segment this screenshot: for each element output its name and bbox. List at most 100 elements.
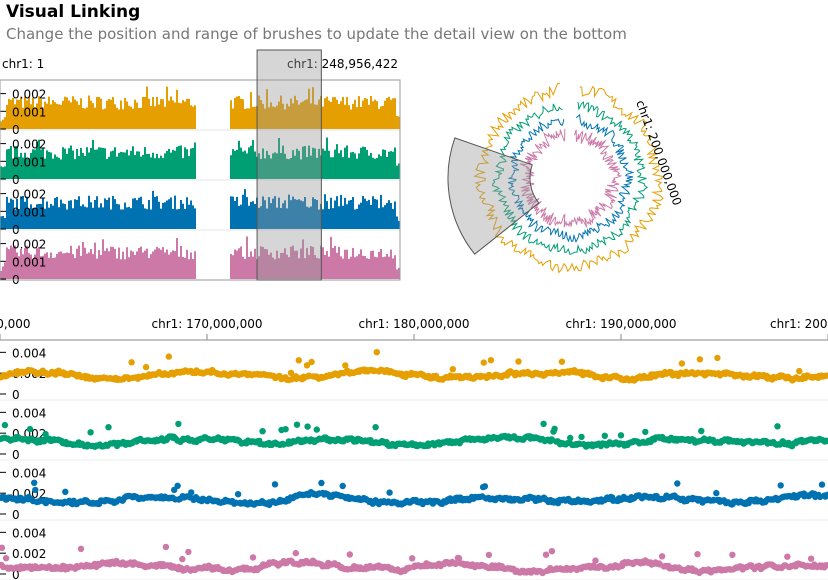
detail-point: [318, 479, 325, 487]
detail-point: [128, 359, 135, 366]
overview-brush[interactable]: [256, 49, 322, 281]
detail-xtick-label: chr1: 200: [770, 317, 828, 331]
detail-point: [32, 486, 39, 494]
detail-point: [342, 362, 349, 369]
detail-point: [2, 555, 10, 562]
circular-series-3: [507, 113, 635, 243]
detail-xtick-label: chr1: 170,000,000: [152, 317, 263, 331]
detail-point: [249, 554, 257, 561]
detail-ytick-label: 0: [12, 388, 20, 402]
detail-point: [165, 353, 172, 360]
detail-point: [373, 349, 380, 356]
detail-point: [234, 491, 242, 498]
detail-point: [674, 480, 681, 487]
detail-point: [185, 548, 192, 556]
detail-point: [26, 425, 34, 433]
circular-series-4: [519, 128, 623, 228]
detail-ytick-label: 0.002: [12, 547, 46, 561]
detail-point: [487, 357, 495, 364]
overview-ytick-label: 0.001: [12, 155, 46, 169]
detail-point: [567, 434, 574, 442]
detail-point: [162, 543, 170, 551]
detail-point: [175, 420, 182, 428]
detail-point: [777, 482, 784, 489]
overview-end-label: chr1: 248,956,422: [287, 57, 398, 71]
detail-point: [515, 358, 522, 365]
detail-point: [449, 366, 456, 373]
detail-point: [87, 429, 94, 436]
detail-point: [698, 427, 705, 435]
circular-series-2: [491, 101, 648, 256]
overview-ytick-label: 0.001: [12, 105, 46, 119]
detail-point: [784, 553, 791, 560]
detail-point: [480, 359, 487, 366]
detail-panel: 0,000,000 chr1: 170,000,000 chr1: 180,000,…: [0, 317, 828, 580]
detail-point: [304, 423, 311, 430]
detail-xtick-label: chr1: 180,000,000: [359, 317, 470, 331]
detail-point: [558, 358, 566, 365]
detail-xtick-label: chr1: 190,000,000: [566, 317, 677, 331]
detail-xtick-label: 0,000,000: [0, 317, 31, 331]
detail-point: [694, 551, 701, 558]
detail-point: [714, 354, 721, 362]
detail-point: [824, 491, 828, 498]
overview-ytick-label: 0.001: [12, 255, 46, 269]
detail-point: [774, 423, 781, 430]
detail-point: [142, 363, 150, 371]
page-title: Visual Linking: [6, 2, 141, 22]
detail-point: [188, 489, 195, 496]
detail-point: [339, 482, 346, 490]
detail-ytick-label: 0.004: [12, 526, 46, 540]
circular-series-1: [473, 82, 664, 274]
detail-point: [658, 553, 666, 560]
overview-bars-4: [0, 236, 400, 279]
detail-point: [174, 482, 181, 489]
detail-point: [77, 545, 85, 552]
detail-point: [542, 551, 550, 558]
detail-track-4: 0.004 0.002 0: [0, 526, 828, 580]
overview-frame: [0, 79, 401, 281]
detail-point: [592, 557, 599, 564]
detail-point: [105, 424, 112, 431]
detail-point: [1, 421, 9, 429]
detail-ytick-label: 0: [12, 508, 20, 522]
detail-point: [271, 481, 279, 488]
detail-ytick-label: 0: [12, 448, 20, 462]
detail-point: [548, 548, 556, 555]
detail-point: [824, 562, 828, 569]
detail-point: [713, 489, 720, 497]
overview-ytick-label: 0.001: [12, 205, 46, 219]
detail-point: [42, 430, 49, 438]
overview-bars-1: [0, 86, 400, 129]
detail-point: [295, 357, 302, 364]
detail-point: [485, 551, 493, 559]
detail-point: [642, 428, 649, 436]
overview-bars-3: [0, 189, 400, 229]
detail-point: [481, 483, 489, 490]
detail-point: [31, 479, 38, 486]
detail-point: [179, 555, 186, 563]
detail-point: [540, 420, 547, 427]
circular-brush[interactable]: [447, 137, 540, 255]
detail-point: [824, 372, 828, 379]
detail-point: [372, 424, 379, 431]
detail-point: [818, 481, 826, 488]
detail-point: [455, 555, 463, 562]
detail-point: [409, 555, 416, 562]
detail-point: [729, 551, 736, 558]
detail-point: [259, 428, 266, 435]
overview-ytick-label: 0.002: [12, 88, 46, 102]
overview-ytick-label: 0.002: [12, 238, 46, 252]
page-subtitle: Change the position and range of brushes…: [6, 25, 627, 43]
detail-point: [678, 360, 686, 367]
detail-ytick-label: 0.004: [12, 406, 46, 420]
detail-point: [796, 367, 803, 375]
detail-point: [452, 560, 459, 567]
detail-point: [578, 433, 585, 441]
